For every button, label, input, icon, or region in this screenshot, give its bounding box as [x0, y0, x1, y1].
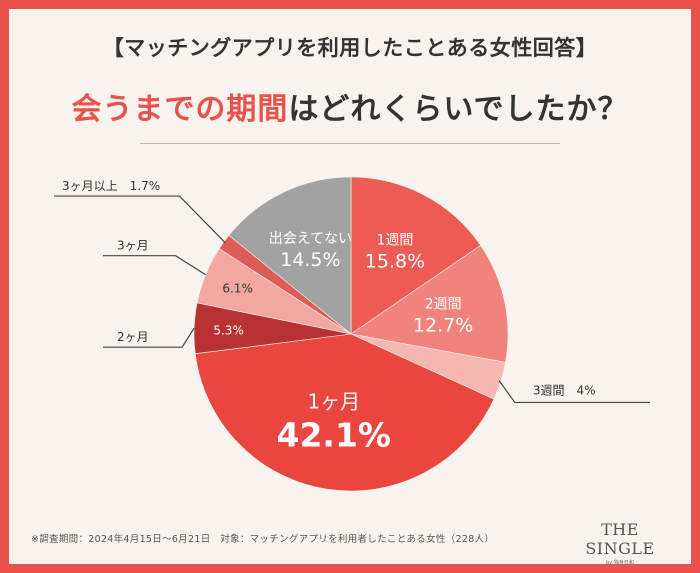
- title-accent: 会うまでの期間: [71, 92, 289, 127]
- pie-slice-3: [194, 333, 495, 492]
- slice-value-5: 6.1%: [222, 282, 253, 296]
- slice-label-1: 2週間: [425, 296, 462, 312]
- survey-footnote: ※調査期間：2024年4月15日～6月21日 対象：マッチングアプリを利用者した…: [31, 534, 495, 545]
- slice-label-7: 出会えてない: [269, 231, 352, 247]
- pie-slice-1: [350, 245, 509, 363]
- slice-label-3: 1ヶ月: [307, 390, 360, 414]
- slice-value-4: 5.3%: [213, 323, 244, 337]
- slice-callout-2: 3週間 4%: [533, 383, 596, 397]
- slice-value-0: 15.8%: [365, 251, 425, 273]
- pie-slice-7: [228, 176, 352, 335]
- slice-value-1: 12.7%: [413, 314, 473, 336]
- slice-label-4: 2ヶ月: [117, 330, 149, 344]
- chart-title: 会うまでの期間はどれくらいでしたか？: [0, 84, 700, 128]
- pie-slice-0: [350, 176, 482, 335]
- callout-line-4: [103, 327, 195, 348]
- slice-callout-6: 3ヶ月以上 1.7%: [62, 179, 160, 193]
- callout-line-2: [498, 380, 650, 404]
- slice-value-7: 14.5%: [280, 249, 340, 271]
- brand-logo: THE SINGLE by 独身日和: [565, 520, 675, 566]
- callout-line-6: [54, 195, 226, 244]
- title-divider: [140, 143, 560, 144]
- slice-value-3: 42.1%: [276, 416, 391, 455]
- logo-sub-text: by 独身日和: [606, 560, 634, 566]
- chart-subtitle: 【マッチングアプリを利用したことある女性回答】: [102, 36, 598, 60]
- logo-main-text: THE SINGLE: [585, 520, 655, 558]
- title-rest: はどれくらいでしたか？: [288, 92, 629, 127]
- slice-label-5: 3ヶ月: [117, 239, 149, 253]
- slice-label-0: 1週間: [377, 233, 414, 249]
- callout-line-5: [103, 255, 206, 276]
